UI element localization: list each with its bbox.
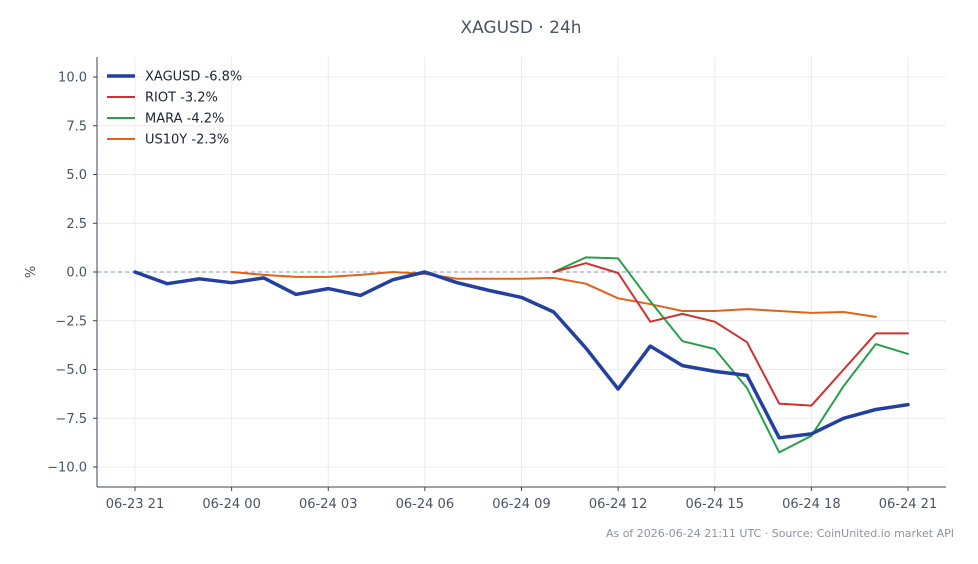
x-tick-label: 06-24 09 (492, 497, 550, 512)
y-tick-label: 7.5 (66, 119, 87, 134)
x-tick-label: 06-24 18 (782, 497, 840, 512)
y-tick-label: 2.5 (66, 217, 87, 232)
series-line-riot (552, 262, 909, 407)
x-tick-label: 06-24 21 (879, 497, 937, 512)
x-tick-label: 06-24 15 (686, 497, 744, 512)
series-line-us10y (230, 271, 877, 318)
y-tick-label: 0.0 (66, 266, 87, 281)
y-tick-label: 5.0 (66, 168, 87, 183)
legend-label: XAGUSD -6.8% (145, 70, 242, 85)
y-tick-label: 10.0 (58, 71, 87, 86)
y-axis-label: % (24, 266, 39, 278)
x-tick-label: 06-24 03 (299, 497, 357, 512)
legend-label: RIOT -3.2% (145, 91, 218, 106)
x-tick-label: 06-24 12 (589, 497, 647, 512)
chart-title: XAGUSD · 24h (460, 18, 582, 38)
footer-note: As of 2026-06-24 21:11 UTC · Source: Coi… (605, 527, 954, 540)
x-tick-label: 06-24 00 (202, 497, 260, 512)
series-line-xagusd (133, 270, 910, 440)
series-line-mara (552, 256, 909, 454)
x-tick-label: 06-23 21 (106, 497, 164, 512)
y-tick-label: −7.5 (55, 412, 87, 427)
y-tick-label: −2.5 (55, 314, 87, 329)
x-tick-label: 06-24 06 (396, 497, 454, 512)
y-tick-label: −5.0 (55, 363, 87, 378)
y-tick-label: −10.0 (47, 461, 87, 476)
legend-label: US10Y -2.3% (145, 133, 229, 148)
legend-label: MARA -4.2% (145, 112, 224, 127)
